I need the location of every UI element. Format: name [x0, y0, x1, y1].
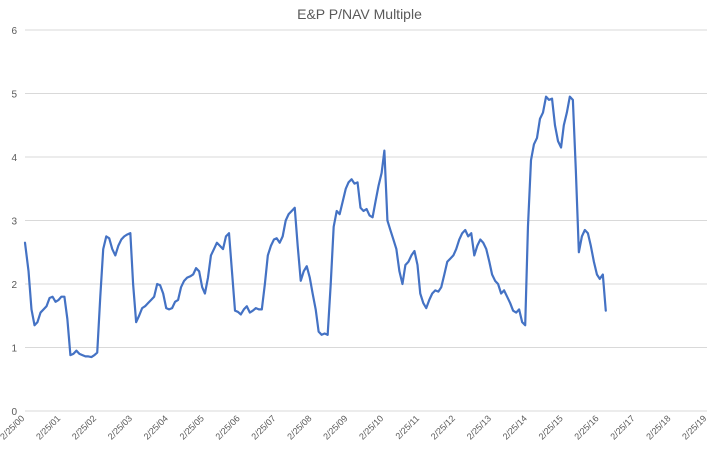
y-axis-ticks: 0 1 2 3 4 5 6 [11, 26, 17, 418]
x-tick-label: 2/25/13 [465, 413, 493, 441]
x-tick-label: 2/25/11 [393, 413, 421, 441]
x-tick-label: 2/25/01 [34, 413, 62, 441]
x-tick-label: 2/25/09 [321, 413, 349, 441]
x-tick-label: 2/25/06 [214, 413, 242, 441]
y-tick-label: 2 [11, 280, 17, 291]
y-tick-label: 6 [11, 26, 17, 37]
chart-title: E&P P/NAV Multiple [297, 6, 422, 22]
x-tick-label: 2/25/15 [537, 413, 565, 441]
x-tick-label: 2/25/14 [501, 413, 529, 441]
y-tick-label: 0 [11, 407, 17, 418]
y-tick-label: 1 [11, 344, 17, 355]
y-tick-label: 5 [11, 90, 17, 101]
x-tick-label: 2/25/17 [608, 413, 636, 441]
x-tick-label: 2/25/10 [357, 413, 385, 441]
x-tick-label: 2/25/12 [429, 413, 457, 441]
x-tick-label: 2/25/04 [142, 413, 170, 441]
x-tick-label: 2/25/07 [249, 413, 277, 441]
x-tick-label: 2/25/05 [178, 413, 206, 441]
y-tick-label: 3 [11, 217, 17, 228]
x-tick-label: 2/25/16 [572, 413, 600, 441]
x-tick-label: 2/25/02 [70, 413, 98, 441]
series-line [23, 95, 607, 359]
x-axis-ticks: 2/25/00 2/25/01 2/25/02 2/25/03 2/25/04 2/25/… [0, 413, 708, 441]
y-tick-label: 4 [11, 153, 17, 164]
x-tick-label: 2/25/18 [644, 413, 672, 441]
x-tick-label: 2/25/03 [106, 413, 134, 441]
x-tick-label: 2/25/19 [680, 413, 708, 441]
x-tick-label: 2/25/08 [285, 413, 313, 441]
gridlines [25, 29, 707, 412]
